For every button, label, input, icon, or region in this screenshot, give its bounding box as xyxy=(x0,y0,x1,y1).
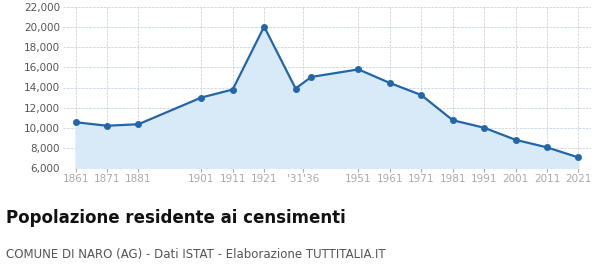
Text: Popolazione residente ai censimenti: Popolazione residente ai censimenti xyxy=(6,209,346,227)
Text: COMUNE DI NARO (AG) - Dati ISTAT - Elaborazione TUTTITALIA.IT: COMUNE DI NARO (AG) - Dati ISTAT - Elabo… xyxy=(6,248,386,261)
